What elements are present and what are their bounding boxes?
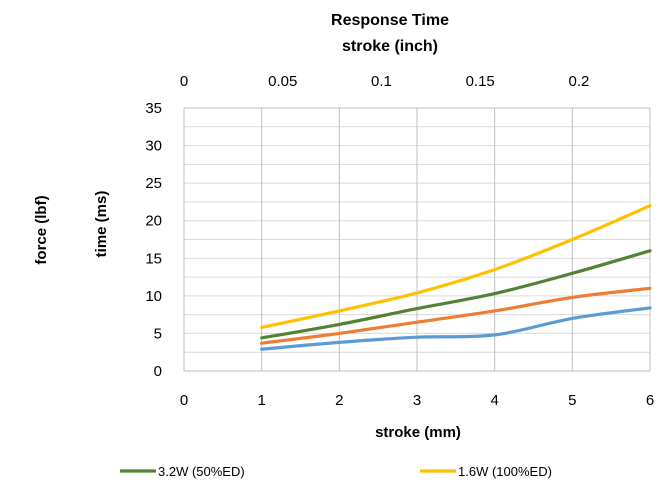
- series-lines: [260, 204, 652, 351]
- axis-ticks: 0 5 10 15 20 25 30 35 0 1 2 3 4 5 6 0 0.05 0.1 0.15 0.2: [145, 73, 654, 409]
- y-tick-label: 10: [145, 288, 162, 305]
- y-tick-label: 35: [145, 100, 162, 117]
- secondary-x-tick-label: 0.2: [568, 73, 589, 90]
- x-tick-label: 2: [335, 392, 343, 409]
- y-tick-label: 0: [154, 363, 162, 380]
- x-tick-label: 1: [257, 392, 265, 409]
- secondary-x-tick-label: 0.15: [466, 73, 495, 90]
- x-axis-title: stroke (mm): [375, 424, 461, 441]
- x-tick-label: 4: [490, 392, 498, 409]
- plot-grid: [183, 107, 651, 372]
- y-tick-label: 20: [145, 213, 162, 230]
- secondary-x-tick-label: 0.05: [268, 73, 297, 90]
- series-line: [260, 204, 652, 329]
- x-tick-label: 3: [413, 392, 421, 409]
- series-line: [260, 306, 652, 351]
- y-axis-title: time (ms): [93, 191, 110, 258]
- legend-label: 3.2W (50%ED): [158, 464, 245, 479]
- y-tick-label: 25: [145, 175, 162, 192]
- chart-title: Response Time: [331, 12, 449, 29]
- secondary-x-tick-label: 0: [180, 73, 188, 90]
- secondary-x-axis-title: stroke (inch): [342, 38, 438, 55]
- series-line: [260, 249, 652, 340]
- legend-label: 1.6W (100%ED): [458, 464, 552, 479]
- series-line: [260, 286, 652, 345]
- legend: 3.2W (50%ED) 1.6W (100%ED): [120, 464, 552, 479]
- y-tick-label: 5: [154, 325, 162, 342]
- x-tick-label: 6: [646, 392, 654, 409]
- y-tick-label: 15: [145, 250, 162, 267]
- y-tick-label: 30: [145, 138, 162, 155]
- x-tick-label: 0: [180, 392, 188, 409]
- y-outer-axis-title: force (lbf): [33, 195, 50, 264]
- x-tick-label: 5: [568, 392, 576, 409]
- secondary-x-tick-label: 0.1: [371, 73, 392, 90]
